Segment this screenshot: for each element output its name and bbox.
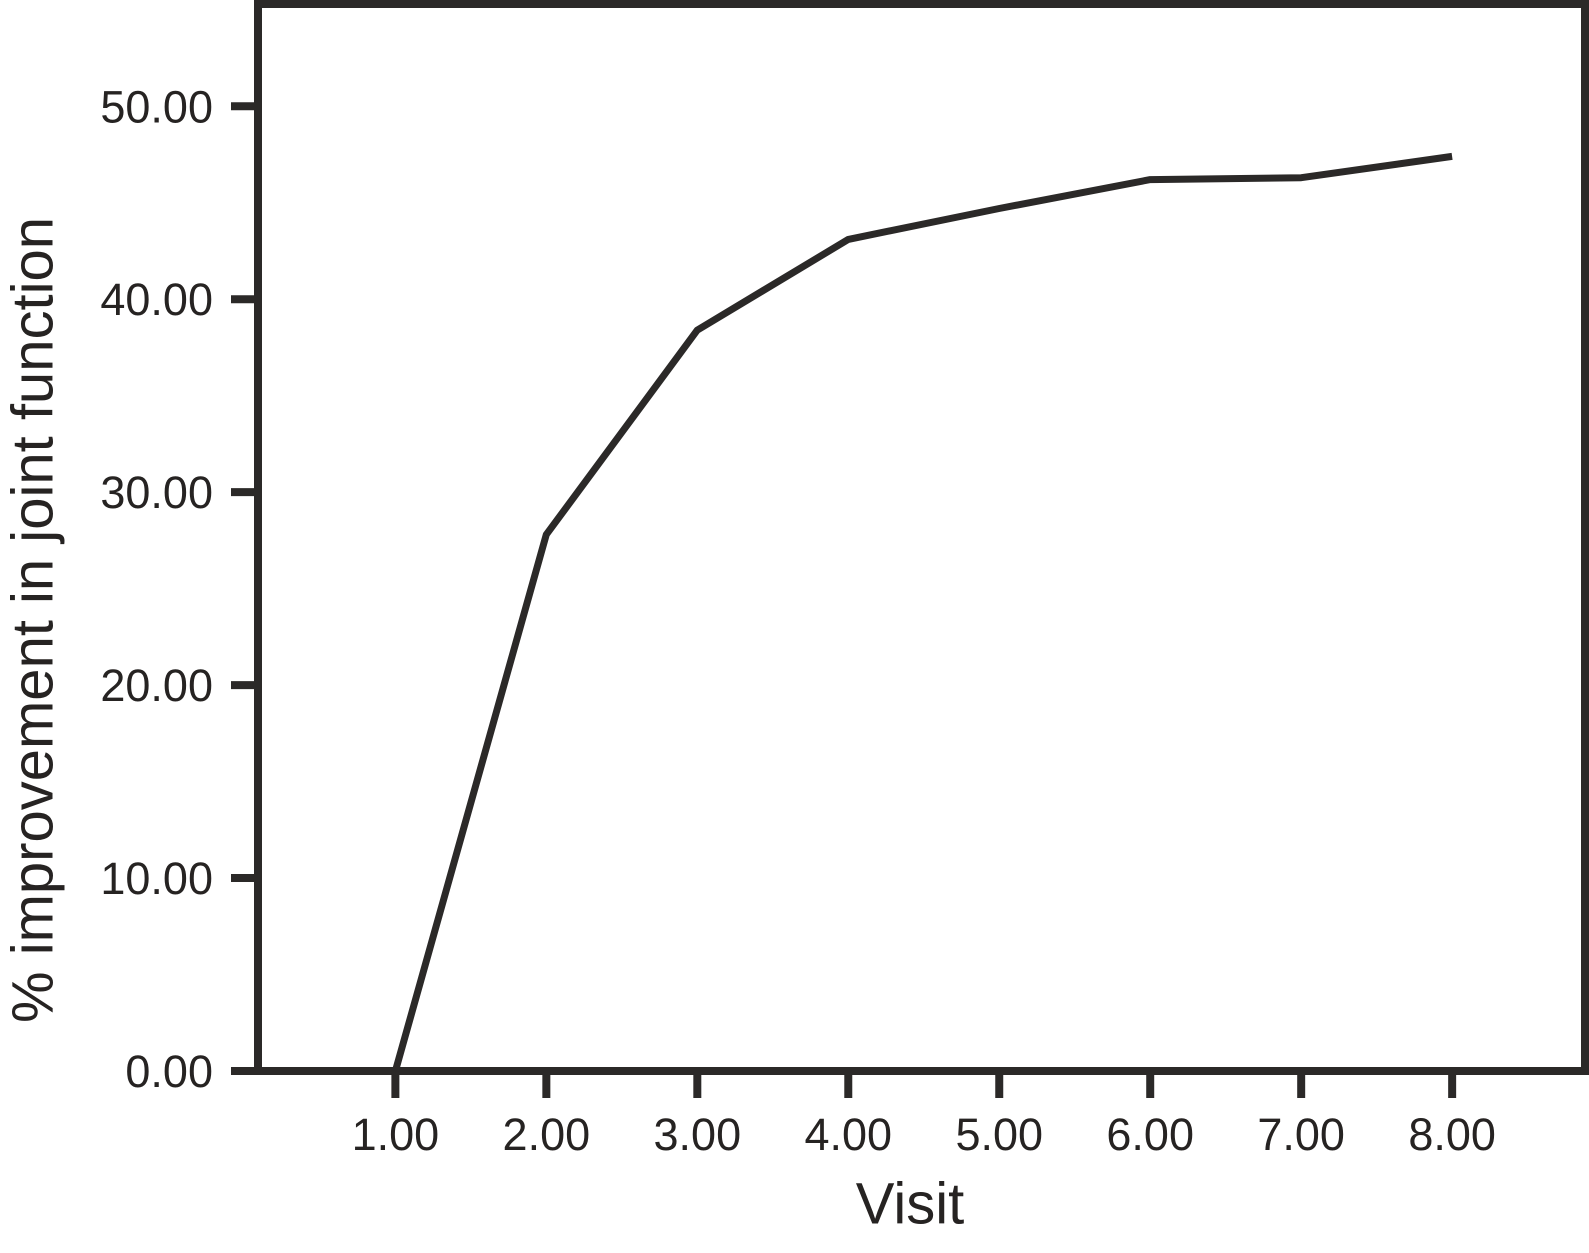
y-axis-tick-label: 20.00	[100, 660, 213, 711]
x-axis-tick-label: 4.00	[804, 1109, 892, 1160]
x-axis-tick-label: 8.00	[1408, 1109, 1496, 1160]
x-axis-tick-label: 3.00	[654, 1109, 742, 1160]
x-axis-tick-label: 5.00	[955, 1109, 1043, 1160]
y-axis-tick-label: 40.00	[100, 274, 213, 325]
y-axis-tick-label: 10.00	[100, 853, 213, 904]
x-axis-tick-label: 6.00	[1106, 1109, 1194, 1160]
x-axis-title: Visit	[855, 1171, 965, 1237]
y-axis-tick-label: 30.00	[100, 467, 213, 518]
y-axis-tick-label: 50.00	[100, 81, 213, 132]
x-axis-tick-label: 7.00	[1257, 1109, 1345, 1160]
x-axis-tick-label: 2.00	[503, 1109, 591, 1160]
plot-frame	[254, 0, 1589, 1075]
y-axis-title: % improvement in joint function	[0, 217, 66, 1023]
y-axis-tick-label: 0.00	[125, 1046, 213, 1097]
x-axis-tick-label: 1.00	[352, 1109, 440, 1160]
data-line-percent-improvement	[392, 152, 1453, 1072]
